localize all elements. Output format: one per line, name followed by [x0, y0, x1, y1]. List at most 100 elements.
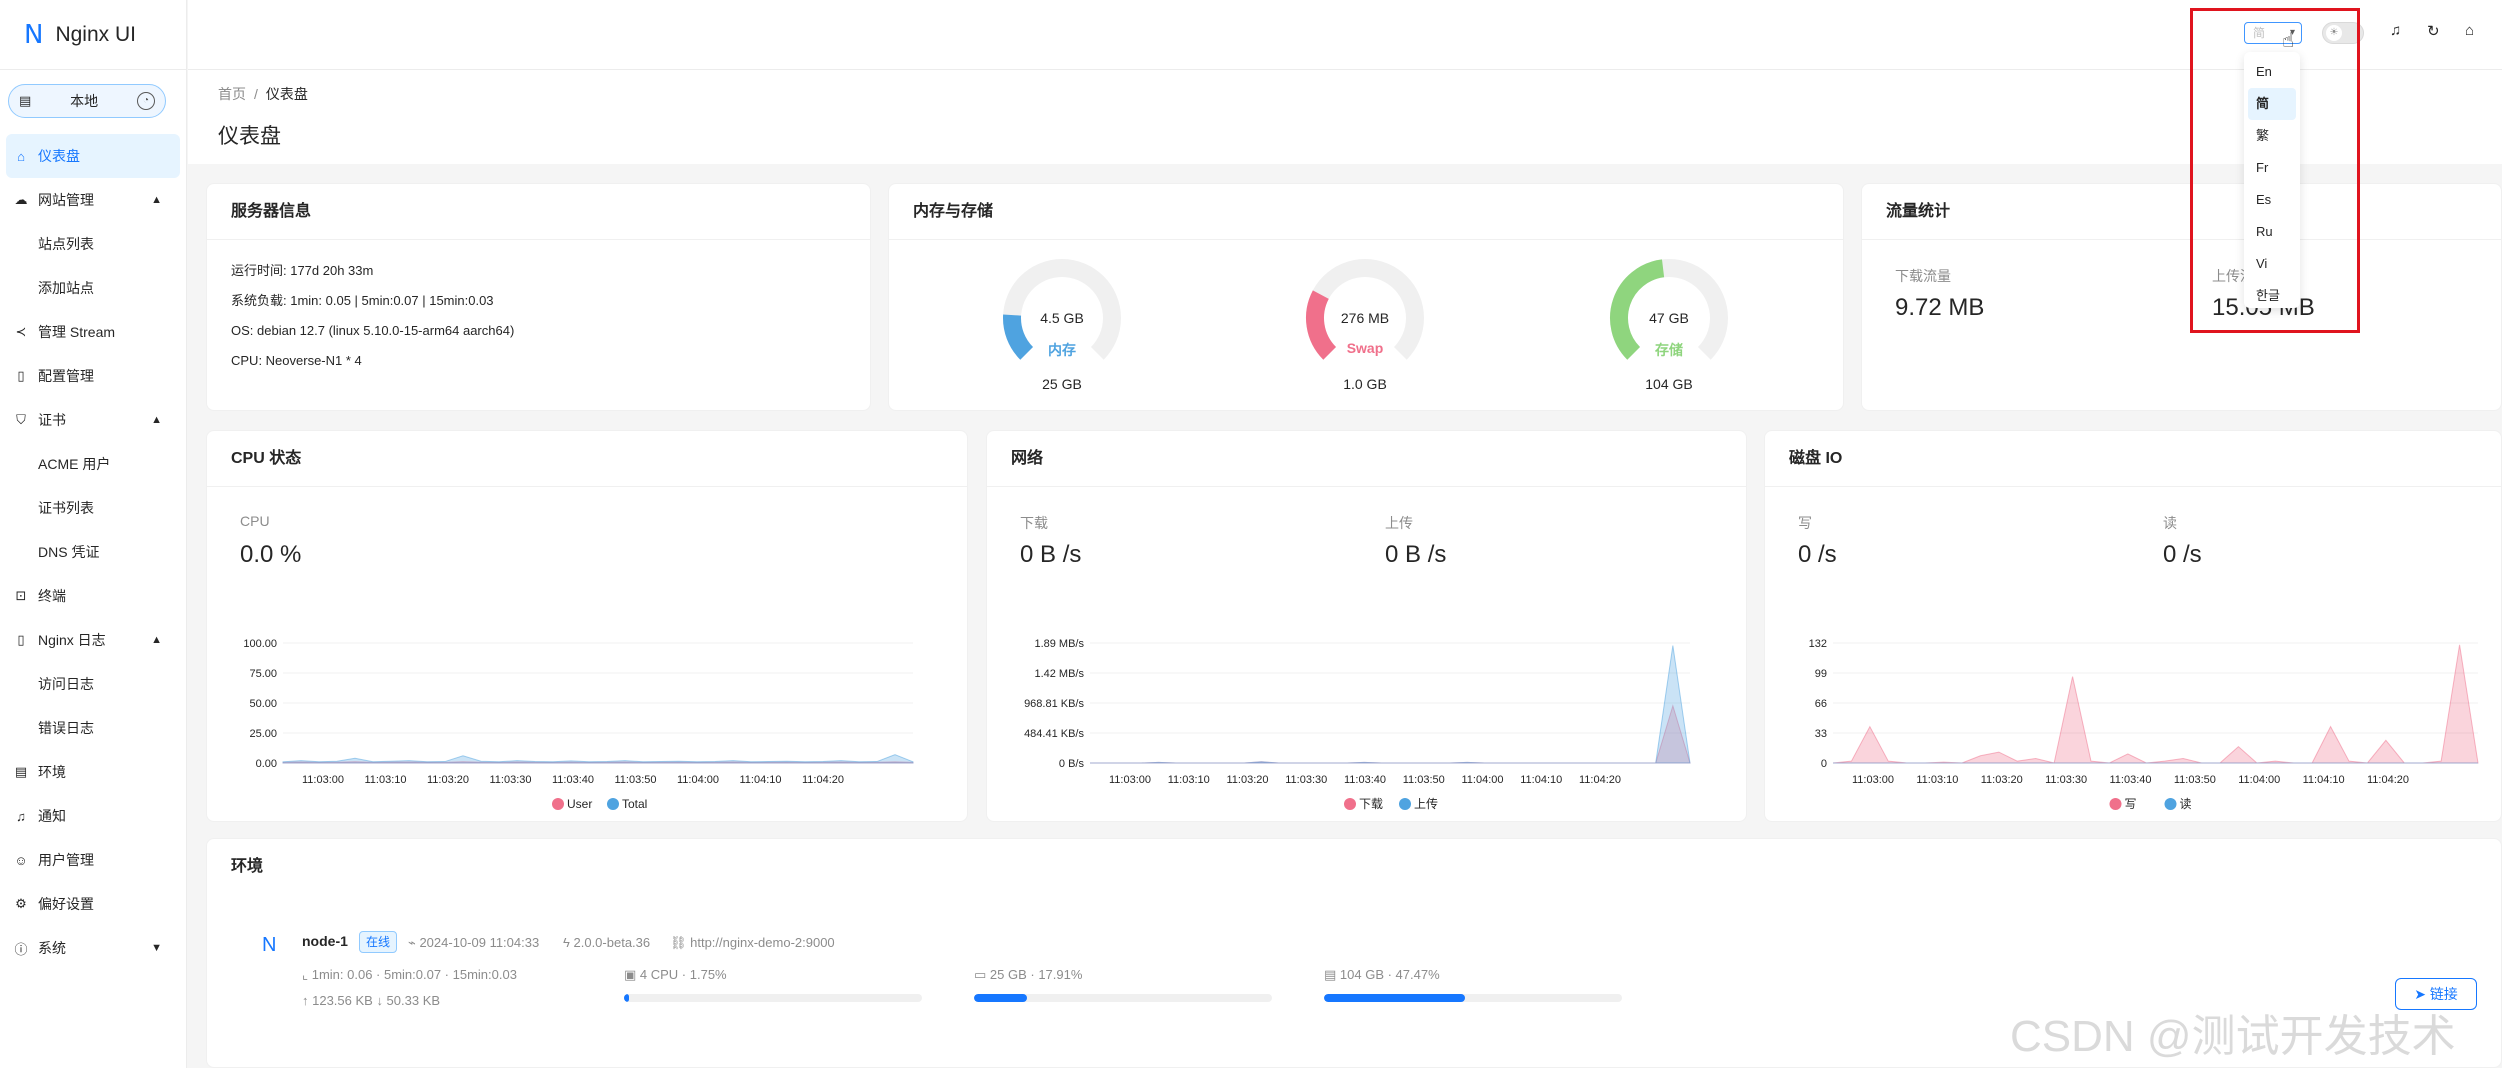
sidebar-item-preferences[interactable]: ⚙ 偏好设置 — [0, 882, 186, 926]
link-button[interactable]: ➤ 链接 — [2395, 978, 2477, 1010]
app-logo[interactable]: N Nginx UI — [0, 0, 186, 70]
sidebar-item-error-log[interactable]: 错误日志 — [0, 706, 186, 750]
x-tick-label: 11:03:50 — [2174, 774, 2216, 786]
home-icon[interactable]: ⌂ — [2465, 22, 2475, 39]
language-option[interactable]: En — [2256, 64, 2272, 79]
x-tick-label: 11:03:50 — [614, 774, 656, 786]
sidebar-item-site-management[interactable]: ☁ 网站管理 ▲ — [0, 178, 186, 222]
share-icon: ≺ — [15, 324, 27, 339]
legend-marker[interactable] — [2109, 798, 2122, 810]
language-option[interactable]: Fr — [2256, 160, 2269, 175]
cpu-progress-bar — [624, 994, 922, 1002]
sidebar-item-notifications[interactable]: ♫ 通知 — [0, 794, 186, 838]
series-area-写 — [1832, 644, 2479, 764]
sidebar-item-stream[interactable]: ≺ 管理 Stream — [0, 310, 186, 354]
x-tick-label: 11:03:20 — [427, 774, 469, 786]
y-tick-label: 968.81 KB/s — [1024, 698, 1084, 710]
x-tick-label: 11:03:00 — [302, 774, 344, 786]
node-time-text: 2024-10-09 11:04:33 — [419, 935, 540, 950]
shield-icon: ⛉ — [16, 412, 26, 427]
legend-label[interactable]: 读 — [2180, 797, 2192, 811]
language-option[interactable]: 繁 — [2256, 128, 2270, 143]
sidebar-item-dashboard[interactable]: ⌂ 仪表盘 — [6, 134, 180, 178]
environment-switch[interactable]: ▤ 本地 ◔ — [8, 84, 166, 118]
node-url[interactable]: ⛓ http://nginx-demo-2:9000 — [670, 935, 835, 951]
sidebar-item-environment[interactable]: ▤ 环境 — [0, 750, 186, 794]
theme-toggle[interactable]: ☀ — [2322, 22, 2364, 44]
refresh-icon[interactable]: ↻ — [2427, 23, 2440, 40]
legend-label[interactable]: Total — [622, 797, 647, 811]
gauge-label: 存储 — [1655, 342, 1683, 358]
sidebar-item-cert-list[interactable]: 证书列表 — [0, 486, 186, 530]
x-tick-label: 11:03:40 — [2109, 774, 2151, 786]
info-icon: ⓘ — [14, 941, 28, 957]
sidebar-item-label: 终端 — [38, 588, 66, 604]
cpu-icon: ▣ — [624, 967, 640, 982]
sidebar-item-users[interactable]: ☺ 用户管理 — [0, 838, 186, 882]
legend-marker[interactable] — [552, 798, 564, 810]
bell-icon[interactable]: ♫ — [2390, 22, 2402, 39]
cpu-chart: 100.00 75.00 50.00 25.00 0.00 11:03:00 11:03:1… — [243, 638, 914, 811]
sidebar-item-certificates[interactable]: ⛉ 证书 ▲ — [0, 398, 186, 442]
sidebar-item-system[interactable]: ⓘ 系统 ▼ — [0, 926, 186, 970]
language-option[interactable]: 한글 — [2256, 288, 2280, 303]
node-name[interactable]: node-1 — [302, 933, 348, 949]
y-tick-label: 100.00 — [243, 638, 277, 650]
sidebar-item-label: 站点列表 — [38, 236, 94, 252]
environment-label: 本地 — [70, 93, 99, 109]
cloud-icon: ☁ — [14, 192, 28, 207]
sidebar-item-site-list[interactable]: 站点列表 — [0, 222, 186, 266]
legend-marker[interactable] — [1344, 798, 1356, 810]
node-network: ↑ 123.56 KB ↓ 50.33 KB — [302, 993, 441, 1008]
card-title: 流量统计 — [1862, 184, 2501, 240]
legend-marker[interactable] — [1399, 798, 1411, 810]
link-icon: ⛓ — [670, 935, 691, 950]
sidebar-item-config[interactable]: ▯ 配置管理 — [0, 354, 186, 398]
sidebar-item-access-log[interactable]: 访问日志 — [0, 662, 186, 706]
traffic-card: 流量统计 下载流量 9.72 MB 上传流量 15.05 MB — [1861, 183, 2502, 411]
card-title: 网络 — [987, 431, 1746, 487]
language-option[interactable]: Es — [2256, 192, 2272, 207]
cpu-value: 0.0 % — [240, 541, 302, 568]
disk-io-chart: 132 99 66 33 0 11:03:00 11:03:10 11:03:20 11:03:… — [1809, 638, 2479, 811]
card-title: 磁盘 IO — [1765, 431, 2501, 487]
sidebar-item-dns-credentials[interactable]: DNS 凭证 — [0, 530, 186, 574]
legend-label[interactable]: 上传 — [1414, 796, 1438, 811]
memory-icon: ▭ — [974, 967, 990, 982]
gauge-value: 4.5 GB — [1040, 310, 1084, 326]
legend-label[interactable]: 下载 — [1359, 797, 1383, 811]
card-title: 内存与存储 — [889, 184, 1843, 240]
upload-value: 0 B /s — [1385, 541, 1447, 568]
lightning-icon: ϟ — [563, 935, 574, 950]
gauge-fill — [1003, 314, 1034, 360]
environment-card: 环境 — [206, 838, 2502, 1068]
legend-marker[interactable] — [2164, 798, 2177, 810]
breadcrumb-home[interactable]: 首页 — [218, 86, 246, 102]
home-icon: ⌂ — [17, 148, 25, 164]
card-title: 服务器信息 — [207, 184, 870, 240]
y-tick-label: 0 — [1821, 758, 1827, 770]
legend-label[interactable]: User — [567, 797, 592, 811]
language-option[interactable]: Ru — [2256, 224, 2273, 239]
activity-icon: ⌁ — [408, 935, 420, 950]
top-header — [188, 0, 2502, 70]
uptime-text: 运行时间: 177d 20h 33m — [231, 263, 374, 278]
language-select[interactable]: 简 ▾ — [2244, 22, 2302, 44]
sidebar-item-acme-users[interactable]: ACME 用户 — [0, 442, 186, 486]
database-icon: ▤ — [14, 764, 28, 779]
gauge-label: Swap — [1346, 340, 1384, 356]
file-text-icon: ▯ — [17, 632, 25, 647]
sidebar-item-label: 偏好设置 — [38, 896, 94, 912]
sidebar-item-add-site[interactable]: 添加站点 — [0, 266, 186, 310]
series-area-下载 — [1090, 704, 1691, 764]
x-tick-label: 11:03:10 — [1916, 774, 1958, 786]
sidebar-item-label: 网站管理 — [38, 192, 94, 208]
sidebar-item-nginx-logs[interactable]: ▯ Nginx 日志 ▲ — [0, 618, 186, 662]
legend-marker[interactable] — [607, 798, 619, 810]
chevron-up-icon: ▲ — [151, 634, 162, 646]
legend-label[interactable]: 写 — [2125, 797, 2137, 811]
sidebar-item-terminal[interactable]: ⊡ 终端 — [0, 574, 186, 618]
progress-fill — [974, 994, 1028, 1002]
language-option[interactable]: Vi — [2256, 256, 2268, 271]
language-option[interactable]: 简 — [2248, 88, 2296, 120]
